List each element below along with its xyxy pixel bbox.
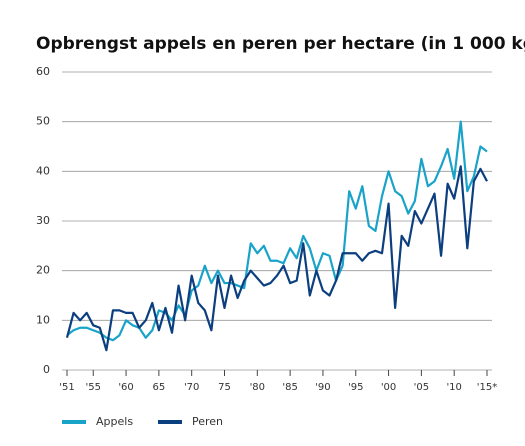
y-tick-label: 40 — [36, 164, 50, 177]
x-tick-label: '70 — [184, 382, 199, 393]
series-line — [65, 165, 488, 352]
y-tick-label: 0 — [43, 363, 50, 376]
legend-label: Peren — [192, 415, 223, 428]
x-tick-label: '80 — [250, 382, 265, 393]
x-tick-label: '55 — [86, 382, 101, 393]
x-tick-label: '05 — [414, 382, 429, 393]
y-tick-label: 30 — [36, 214, 50, 227]
x-tick-label: '00 — [381, 382, 396, 393]
y-tick-label: 50 — [36, 115, 50, 128]
x-tick-label: '10 — [446, 382, 461, 393]
x-tick-label: 75 — [218, 382, 231, 393]
x-tick-label: '15* — [477, 382, 497, 393]
y-tick-label: 60 — [36, 65, 50, 78]
x-tick-label: '51 — [59, 382, 74, 393]
x-tick-label: '90 — [315, 382, 330, 393]
chart-title: Opbrengst appels en peren per hectare (i… — [36, 34, 525, 54]
x-tick-label: '60 — [118, 382, 133, 393]
y-tick-label: 10 — [36, 313, 50, 326]
y-tick-label: 20 — [36, 264, 50, 277]
legend-label: Appels — [96, 415, 133, 428]
x-tick-label: 65 — [153, 382, 166, 393]
series-line — [66, 120, 488, 342]
x-tick-label: '95 — [348, 382, 363, 393]
x-tick-label: '85 — [282, 382, 297, 393]
